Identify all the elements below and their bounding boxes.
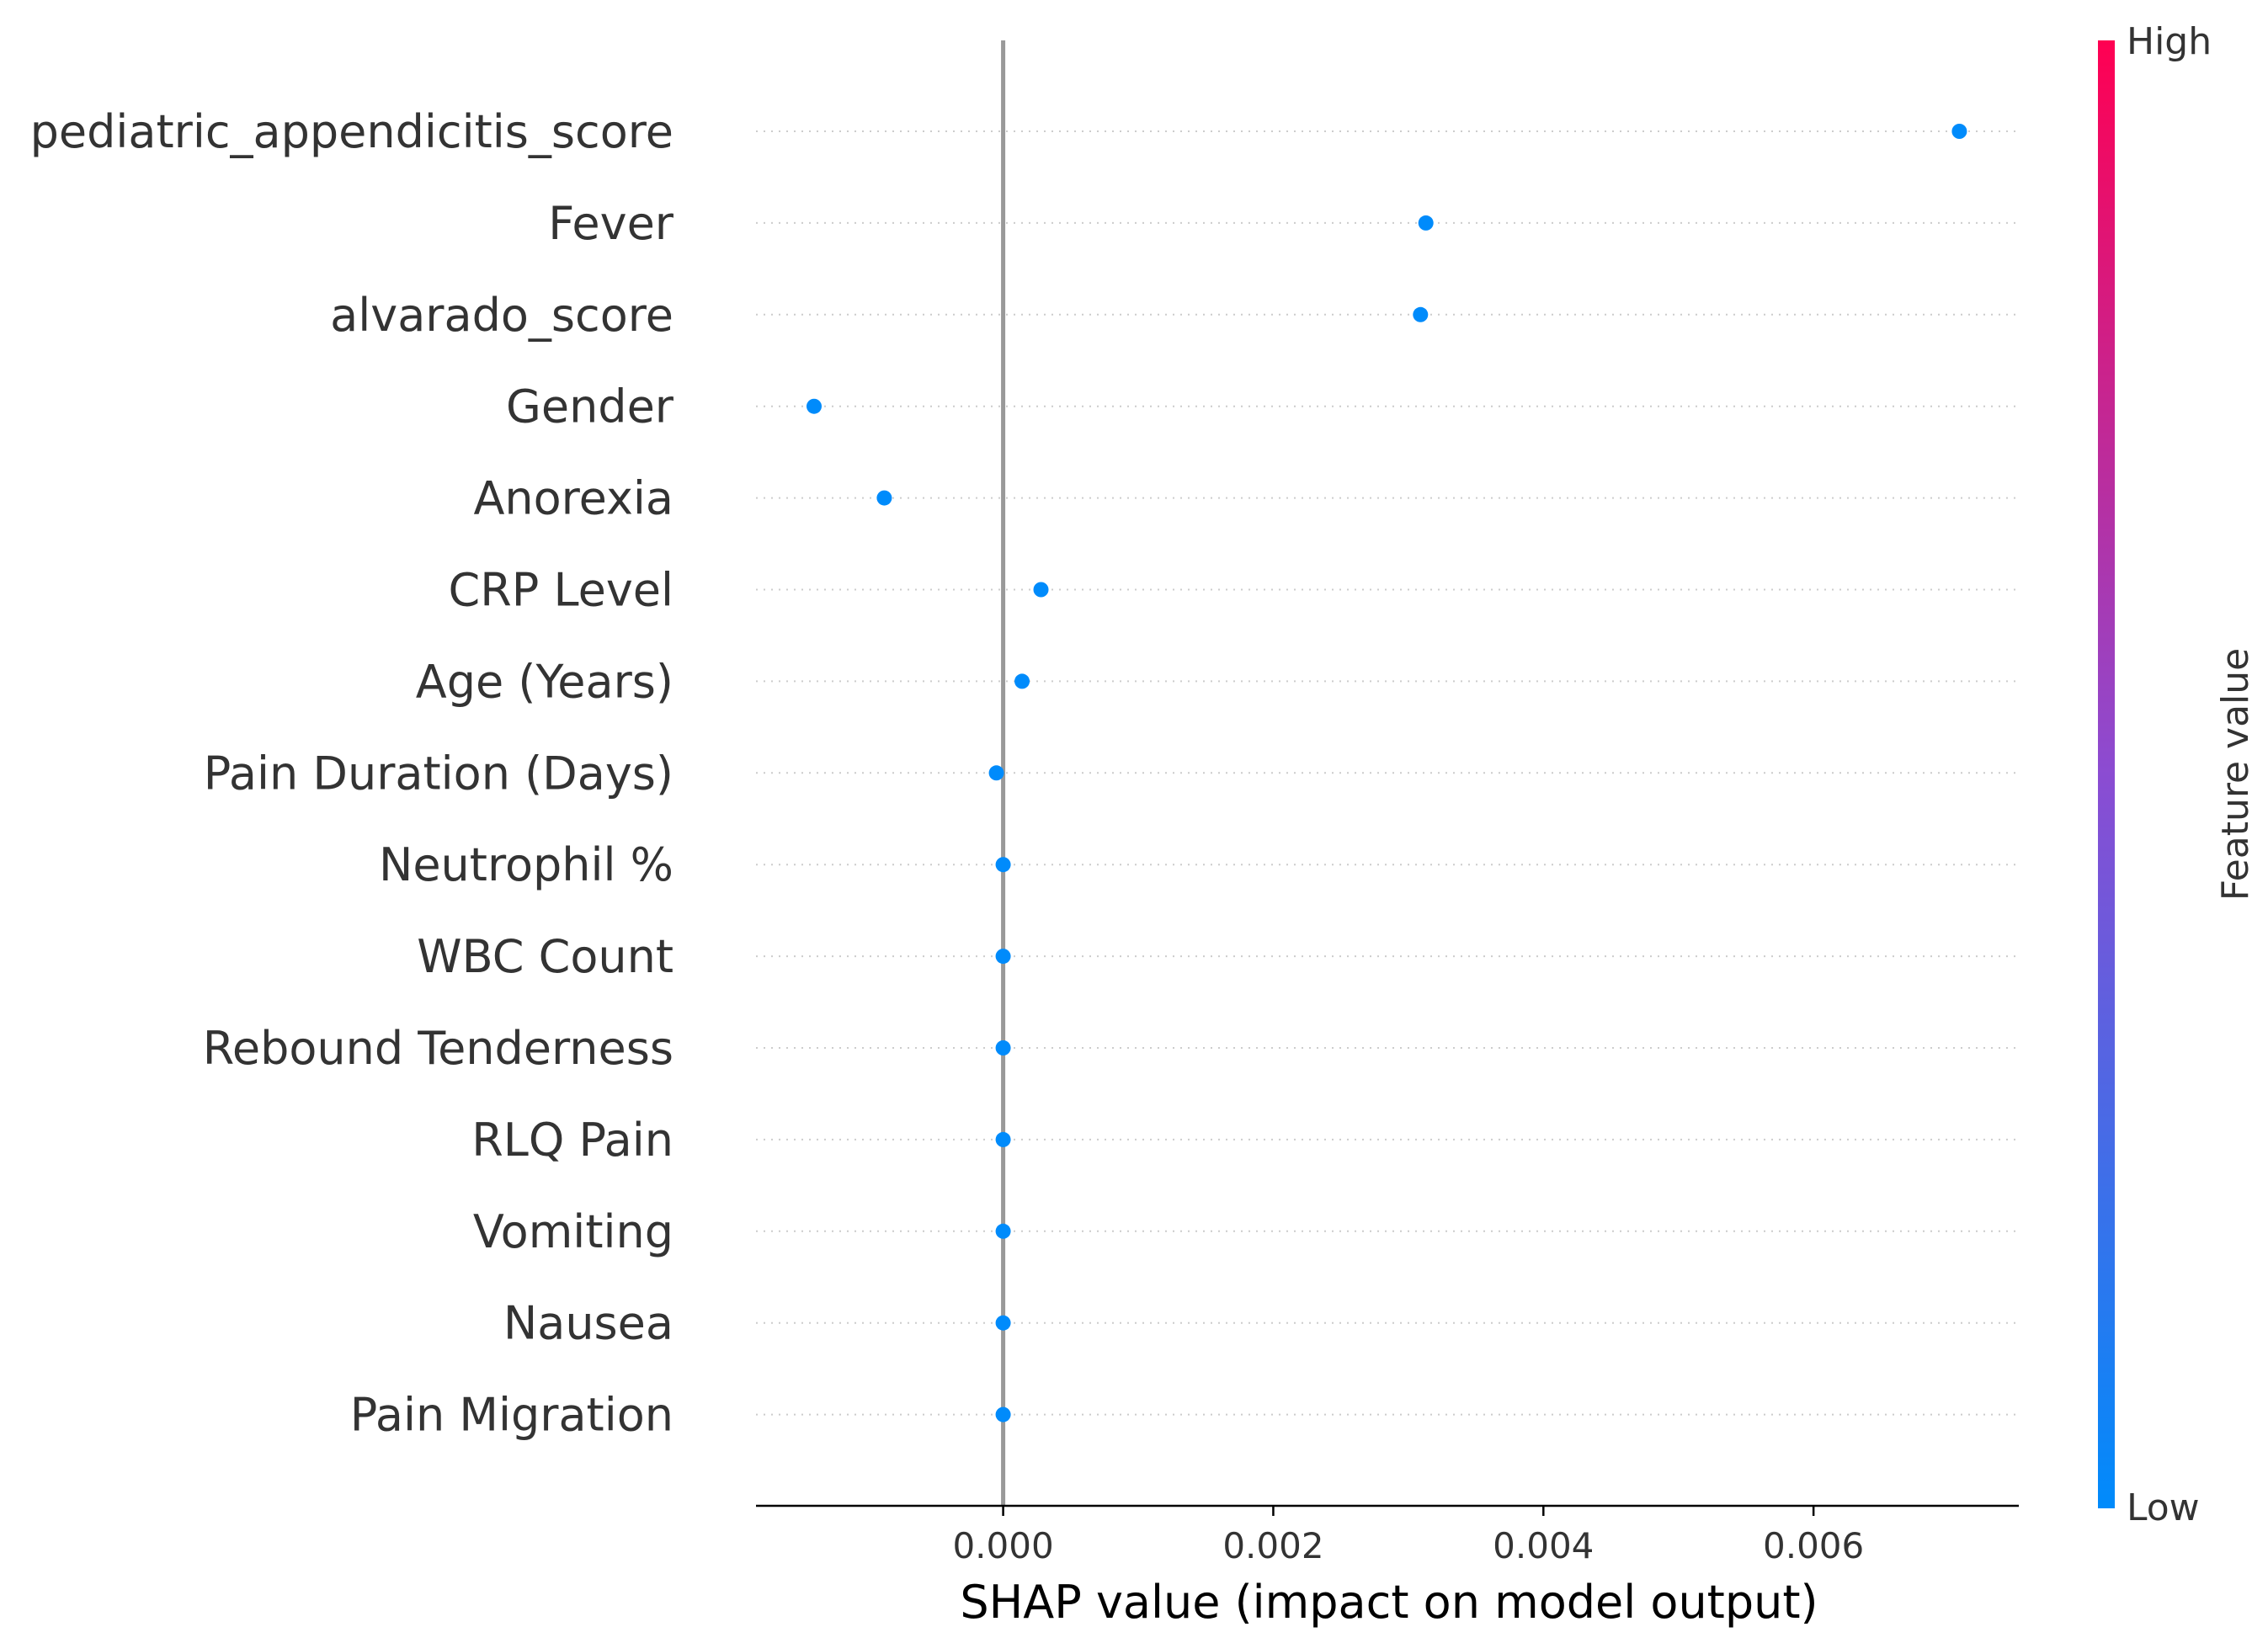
data-points [806,124,1967,1422]
feature-label: alvarado_score [330,289,673,342]
colorbar-low-label: Low [2127,1486,2200,1529]
x-tick-label: 0.006 [1763,1525,1864,1566]
feature-label: RLQ Pain [471,1114,673,1167]
x-axis-ticks: 0.000 0.002 0.004 0.006 [952,1506,1864,1566]
data-point [995,1406,1011,1422]
colorbar-gradient [2098,40,2115,1508]
data-point [995,1040,1011,1055]
feature-label: Vomiting [473,1205,673,1258]
feature-label: Anorexia [473,472,673,525]
feature-label: CRP Level [449,564,674,617]
feature-label: pediatric_appendicitis_score [30,105,673,158]
data-point [806,398,822,414]
data-point [1413,306,1429,322]
x-axis-title: SHAP value (impact on model output) [960,1576,1818,1629]
data-point [995,857,1011,873]
data-point [876,490,892,506]
feature-label: WBC Count [417,930,673,983]
feature-label: Rebound Tenderness [203,1022,673,1075]
colorbar-high-label: High [2127,20,2212,63]
x-tick-label: 0.000 [952,1525,1053,1566]
row-grid-lines [756,130,2019,1416]
feature-label: Gender [506,380,674,433]
data-point [1951,124,1967,139]
feature-label: Pain Migration [350,1389,673,1442]
x-tick-label: 0.004 [1493,1525,1594,1566]
data-point [995,1223,1011,1239]
feature-label: Fever [548,197,674,250]
colorbar: High Low Feature value [2098,20,2257,1529]
feature-labels: pediatric_appendicitis_score Fever alvarad… [30,105,674,1442]
data-point [1033,582,1049,598]
feature-label: Pain Duration (Days) [204,747,673,800]
feature-label: Neutrophil % [379,838,673,891]
feature-label: Age (Years) [416,655,673,708]
data-point [988,765,1004,781]
feature-label: Nausea [503,1297,673,1350]
data-point [995,1315,1011,1331]
colorbar-title: Feature value [2214,648,2257,901]
data-point [995,949,1011,965]
data-point [995,1131,1011,1147]
data-point [1418,215,1434,231]
data-point [1014,673,1030,689]
x-tick-label: 0.002 [1222,1525,1323,1566]
